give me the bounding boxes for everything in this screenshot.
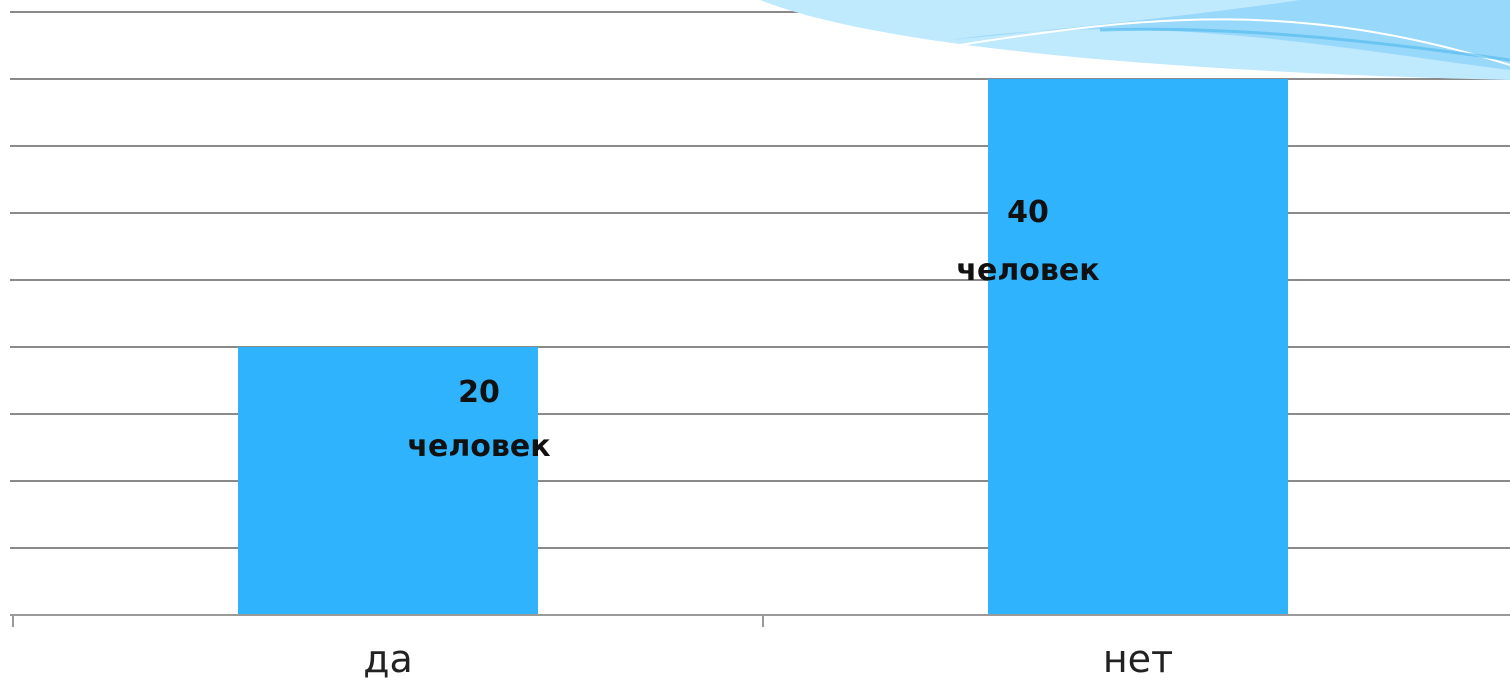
swoosh-shape (950, 0, 1510, 70)
bar-нет (988, 79, 1288, 615)
data-labels: 20 человек 40 человек (407, 195, 1099, 464)
data-label-value: 40 (1007, 195, 1049, 230)
corner-decoration (760, 0, 1510, 80)
x-axis (10, 614, 1510, 627)
data-label-unit: человек (407, 429, 550, 464)
swoosh-line (959, 18, 1510, 66)
swoosh-line (1099, 27, 1510, 62)
data-label-value: 20 (458, 375, 500, 410)
bars (238, 79, 1288, 615)
category-label: нет (1103, 637, 1173, 681)
category-label: да (363, 637, 413, 681)
category-labels: да нет (363, 637, 1173, 681)
data-label-unit: человек (956, 253, 1099, 288)
bar-да (238, 347, 538, 615)
